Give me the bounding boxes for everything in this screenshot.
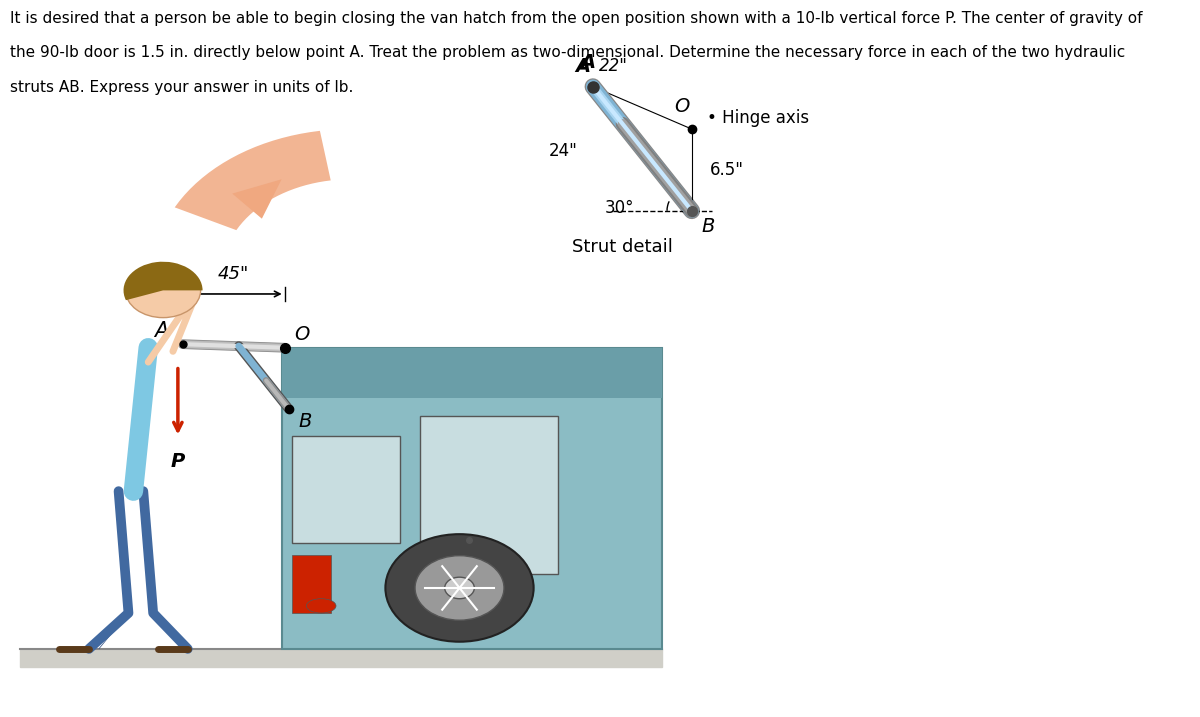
Text: A: A xyxy=(576,57,590,76)
Ellipse shape xyxy=(306,599,336,613)
Text: the 90-lb door is 1.5 in. directly below point A. Treat the problem as two-dimen: the 90-lb door is 1.5 in. directly below… xyxy=(10,45,1126,60)
Bar xyxy=(282,348,662,649)
Text: A: A xyxy=(154,320,168,341)
Text: 30°: 30° xyxy=(605,199,635,217)
FancyArrowPatch shape xyxy=(257,173,353,313)
Text: P: P xyxy=(170,452,185,470)
Text: 24": 24" xyxy=(548,141,577,160)
Text: struts AB. Express your answer in units of lb.: struts AB. Express your answer in units … xyxy=(10,80,353,95)
Text: Strut detail: Strut detail xyxy=(572,238,673,257)
Circle shape xyxy=(126,263,200,318)
Bar xyxy=(420,416,558,574)
Polygon shape xyxy=(233,179,282,219)
Wedge shape xyxy=(124,262,203,300)
Circle shape xyxy=(385,534,534,642)
Text: O: O xyxy=(674,98,690,116)
Text: • Hinge axis: • Hinge axis xyxy=(707,109,809,128)
Bar xyxy=(292,436,401,543)
Text: It is desired that a person be able to begin closing the van hatch from the open: It is desired that a person be able to b… xyxy=(10,11,1142,26)
Circle shape xyxy=(445,577,474,599)
Text: 45": 45" xyxy=(218,265,250,283)
Text: B: B xyxy=(299,412,312,431)
Bar xyxy=(282,348,662,398)
Text: B: B xyxy=(702,217,715,235)
Polygon shape xyxy=(175,130,331,230)
Circle shape xyxy=(415,556,504,620)
Text: 6.5": 6.5" xyxy=(709,161,744,179)
Bar xyxy=(292,556,331,613)
Text: O: O xyxy=(294,326,310,344)
Text: 22": 22" xyxy=(599,57,628,75)
Bar xyxy=(19,649,662,667)
Text: A: A xyxy=(581,53,595,72)
